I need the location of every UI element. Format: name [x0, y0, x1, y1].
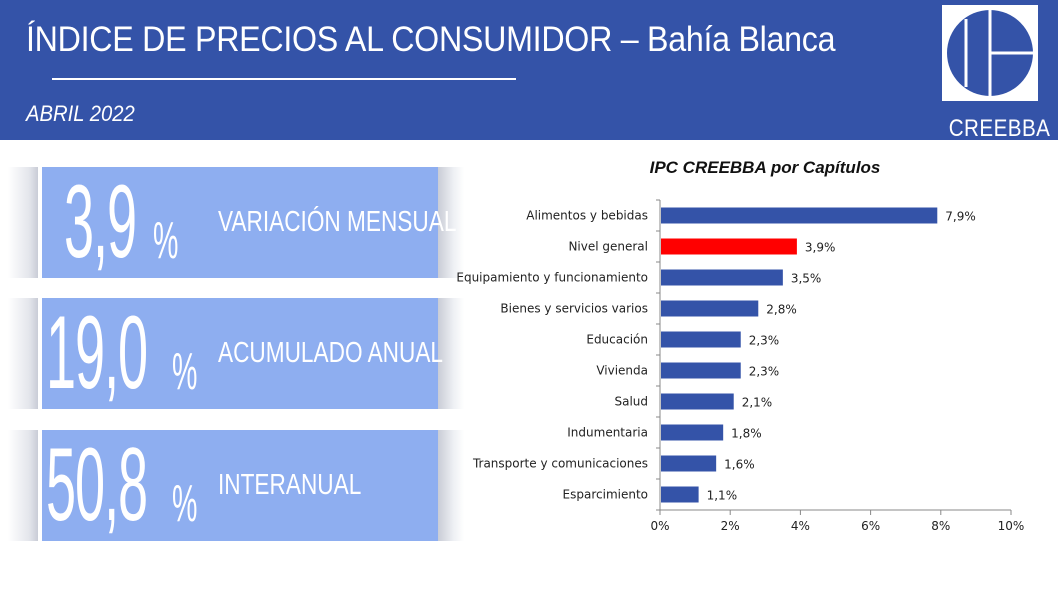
bar-chart: 0% 2% 4% 6% 8% 10% Alimentos y bebidas 7,9% Nive… [456, 199, 1025, 533]
bar [661, 362, 741, 379]
stat-unit: % [172, 343, 198, 401]
stat-shadow-left [8, 298, 38, 409]
stat-box [42, 298, 438, 409]
title-underline [52, 78, 516, 80]
stat-annual-accumulated: 19,0 % ACUMULADO ANUAL [0, 298, 465, 409]
category-label: Vivienda [596, 364, 648, 378]
bar [661, 269, 783, 286]
bar [661, 424, 724, 441]
category-label: Equipamiento y funcionamiento [456, 271, 648, 285]
data-label: 2,1% [742, 396, 773, 410]
x-tick-label: 4% [791, 519, 810, 533]
stat-shadow-left [8, 430, 38, 541]
stat-label: ACUMULADO ANUAL [218, 337, 444, 369]
stat-unit: % [172, 475, 198, 533]
logo-mark-icon [942, 5, 1038, 101]
bar [661, 393, 734, 410]
bar [661, 486, 699, 503]
stat-label: INTERANUAL [218, 469, 362, 501]
header-banner: ÍNDICE DE PRECIOS AL CONSUMIDOR – Bahía … [0, 0, 1058, 142]
stat-shadow-left [8, 167, 38, 278]
x-tick-label: 10% [998, 519, 1025, 533]
stat-monthly-variation: 3,9 % VARIACIÓN MENSUAL [0, 167, 465, 278]
x-tick-label: 6% [861, 519, 880, 533]
category-label: Transporte y comunicaciones [472, 457, 648, 471]
stat-shadow-right [438, 298, 464, 409]
logo-text: CREEBBA [948, 115, 1051, 142]
category-label: Indumentaria [567, 426, 648, 440]
page-subtitle: ABRIL 2022 [26, 101, 135, 126]
stat-box [42, 430, 438, 541]
stat-value: 50,8 [46, 427, 148, 543]
page-title: ÍNDICE DE PRECIOS AL CONSUMIDOR – Bahía … [26, 20, 836, 59]
data-label: 3,5% [791, 272, 822, 286]
stat-value: 19,0 [46, 295, 148, 411]
data-label: 2,3% [749, 334, 780, 348]
category-label: Educación [586, 333, 648, 347]
x-tick-label: 2% [721, 519, 740, 533]
category-label: Bienes y servicios varios [500, 302, 648, 316]
stat-shadow-right [438, 167, 464, 278]
category-label: Esparcimiento [563, 488, 648, 502]
data-label: 2,3% [749, 365, 780, 379]
category-label: Nivel general [568, 240, 648, 254]
category-label: Alimentos y bebidas [526, 209, 648, 223]
stat-interannual: 50,8 % INTERANUAL [0, 430, 465, 541]
data-label: 3,9% [805, 241, 836, 255]
x-tick-label: 0% [650, 519, 669, 533]
stat-box [42, 167, 438, 278]
data-label: 7,9% [945, 210, 976, 224]
bar [661, 238, 797, 255]
bar [661, 207, 938, 224]
bar [661, 455, 717, 472]
bar [661, 331, 741, 348]
data-label: 1,1% [707, 489, 738, 503]
data-label: 1,6% [724, 458, 755, 472]
stat-value: 3,9 [64, 164, 137, 280]
data-label: 2,8% [766, 303, 797, 317]
stat-label: VARIACIÓN MENSUAL [218, 206, 457, 238]
stat-unit: % [153, 212, 179, 270]
data-label: 1,8% [731, 427, 762, 441]
x-tick-label: 8% [931, 519, 950, 533]
chart-title: IPC CREEBBA por Capítulos [649, 158, 881, 177]
category-label: Salud [614, 395, 648, 409]
bar [661, 300, 759, 317]
creebba-logo: CREEBBA [942, 5, 1051, 142]
stat-shadow-right [438, 430, 464, 541]
